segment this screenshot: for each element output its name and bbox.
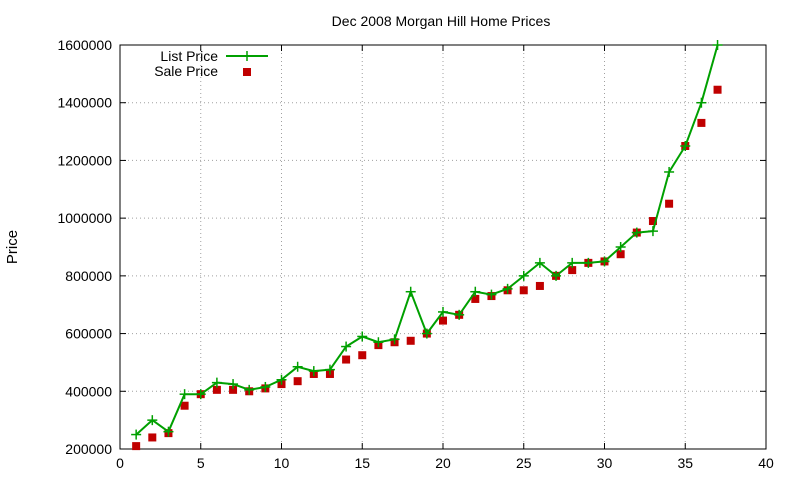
y-tick-label: 1200000	[57, 152, 112, 168]
list-price-point	[486, 289, 497, 300]
list-price-point	[179, 389, 190, 400]
y-tick-label: 400000	[65, 383, 112, 399]
y-tick-label: 1400000	[57, 95, 112, 111]
sale-price-point	[471, 294, 480, 303]
list-price-point	[195, 389, 206, 400]
list-price-point	[131, 429, 142, 440]
list-price-point	[292, 361, 303, 372]
y-tick-label: 1000000	[57, 210, 112, 226]
list-price-point	[324, 364, 335, 375]
list-price-point	[518, 270, 529, 281]
sale-price-point	[665, 199, 674, 208]
list-price-point	[163, 426, 174, 437]
legend-sale-price-marker	[243, 68, 251, 76]
list-price-point	[664, 166, 675, 177]
list-price-point	[696, 97, 707, 108]
x-tick-label: 30	[597, 455, 613, 471]
list-price-point	[631, 227, 642, 238]
x-tick-label: 25	[516, 455, 532, 471]
sale-price-point	[648, 217, 657, 226]
list-price-point	[599, 256, 610, 267]
sale-price-point	[616, 250, 625, 259]
sale-price-point	[148, 433, 157, 442]
sale-price-point	[229, 385, 238, 394]
x-tick-label: 35	[677, 455, 693, 471]
legend-list-price-marker	[242, 51, 252, 61]
y-axis-label: Price	[4, 230, 21, 264]
chart-title: Dec 2008 Morgan Hill Home Prices	[332, 13, 551, 29]
legend-list-price-label: List Price	[160, 48, 218, 64]
x-tick-label: 10	[274, 455, 290, 471]
y-tick-label: 200000	[65, 441, 112, 457]
list-price-point	[389, 334, 400, 345]
list-price-point	[357, 331, 368, 342]
sale-price-point	[535, 281, 544, 290]
list-price-point	[647, 226, 658, 237]
list-price-point	[454, 309, 465, 320]
list-price-point	[567, 257, 578, 268]
sale-price-point	[568, 266, 577, 275]
sale-price-point	[293, 377, 302, 386]
sale-price-point	[132, 442, 141, 451]
list-price-point	[405, 286, 416, 297]
list-price-point	[583, 257, 594, 268]
list-price-point	[276, 374, 287, 385]
x-tick-label: 15	[354, 455, 370, 471]
sale-price-point	[697, 118, 706, 127]
sale-price-point	[439, 316, 447, 325]
sale-price-point	[180, 401, 189, 410]
sale-price-point	[713, 85, 722, 94]
axis-ticks: 0 5 10 15 20 25 30 35 40 200000 400000 600000 800000…	[57, 37, 774, 471]
list-price-point	[308, 366, 319, 377]
list-price-point	[470, 286, 481, 297]
sale-price-point	[519, 286, 528, 295]
legend-sale-price-label: Sale Price	[154, 63, 218, 79]
x-tick-label: 40	[758, 455, 774, 471]
list-price-point	[373, 337, 384, 348]
sale-price-point	[358, 351, 367, 360]
list-price-point	[341, 341, 352, 352]
list-price-point	[502, 283, 513, 294]
sale-price-point	[406, 336, 415, 345]
x-tick-label: 20	[435, 455, 451, 471]
list-price-point	[534, 257, 545, 268]
list-price-point	[615, 242, 626, 252]
list-price-point	[712, 40, 723, 50]
list-price-point	[228, 379, 239, 390]
x-tick-label: 5	[197, 455, 205, 471]
series	[131, 40, 723, 451]
list-price-point	[211, 377, 222, 388]
list-price-point	[680, 141, 691, 151]
list-price-point	[551, 270, 562, 281]
list-price-point	[438, 306, 448, 317]
y-tick-label: 1600000	[57, 37, 112, 53]
y-tick-label: 600000	[65, 326, 112, 342]
list-price-point	[147, 415, 158, 426]
y-tick-label: 800000	[65, 268, 112, 284]
sale-price-point	[212, 385, 221, 394]
list-price-point	[421, 328, 432, 339]
sale-price-point	[342, 355, 351, 364]
x-tick-label: 0	[116, 455, 124, 471]
list-price-point	[244, 384, 255, 395]
list-price-point	[260, 381, 271, 392]
legend: List Price Sale Price	[154, 48, 268, 79]
